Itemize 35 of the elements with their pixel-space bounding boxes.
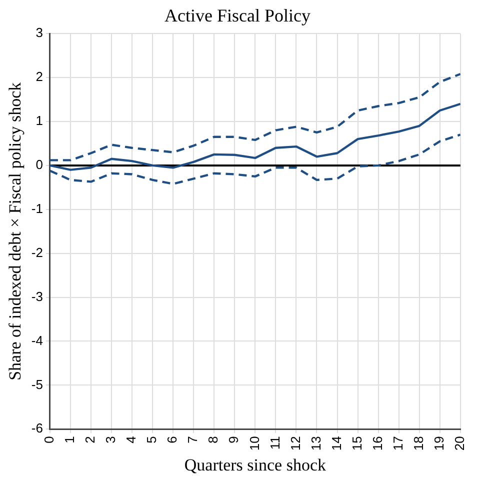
x-tick-label: 12	[288, 436, 303, 451]
x-tick-label: 13	[308, 436, 324, 451]
x-tick-label: 20	[452, 436, 467, 451]
x-tick-label: 6	[164, 436, 180, 444]
y-axis-title: Share of indexed debt × Fiscal policy shock	[6, 82, 25, 380]
y-tick-label: 0	[36, 157, 43, 172]
x-tick-label: 8	[206, 436, 221, 444]
x-tick-label: 18	[410, 436, 426, 451]
y-tick-label: 1	[36, 113, 43, 128]
x-tick-label: 15	[349, 436, 364, 451]
x-tick-label: 9	[226, 436, 242, 444]
x-tick-label: 1	[62, 436, 78, 444]
x-tick-label: 10	[246, 436, 262, 451]
y-tick-label: 2	[36, 69, 43, 84]
x-tick-label: 4	[124, 436, 139, 444]
y-tick-label: -3	[31, 288, 43, 304]
x-tick-label: 14	[328, 436, 344, 451]
x-tick-label: 2	[82, 436, 98, 444]
x-tick-label: 17	[390, 436, 406, 451]
x-tick-label: 3	[103, 436, 118, 444]
x-tick-label: 19	[431, 436, 446, 451]
x-tick-label: 0	[42, 436, 57, 444]
y-tick-label: -4	[31, 332, 43, 348]
x-tick-label: 7	[185, 436, 200, 444]
y-tick-label: -1	[31, 200, 43, 216]
y-tick-label: -5	[31, 376, 43, 392]
x-axis-title: Quarters since shock	[184, 455, 326, 474]
chart-title: Active Fiscal Policy	[164, 6, 310, 26]
line-series	[50, 134, 460, 186]
x-tick-label: 16	[370, 436, 385, 451]
y-tick-label: 3	[36, 25, 43, 40]
x-tick-label: 11	[267, 436, 282, 450]
y-tick-label: -2	[31, 244, 43, 260]
x-tick-label: 5	[144, 436, 160, 444]
y-tick-label: -6	[31, 420, 43, 436]
